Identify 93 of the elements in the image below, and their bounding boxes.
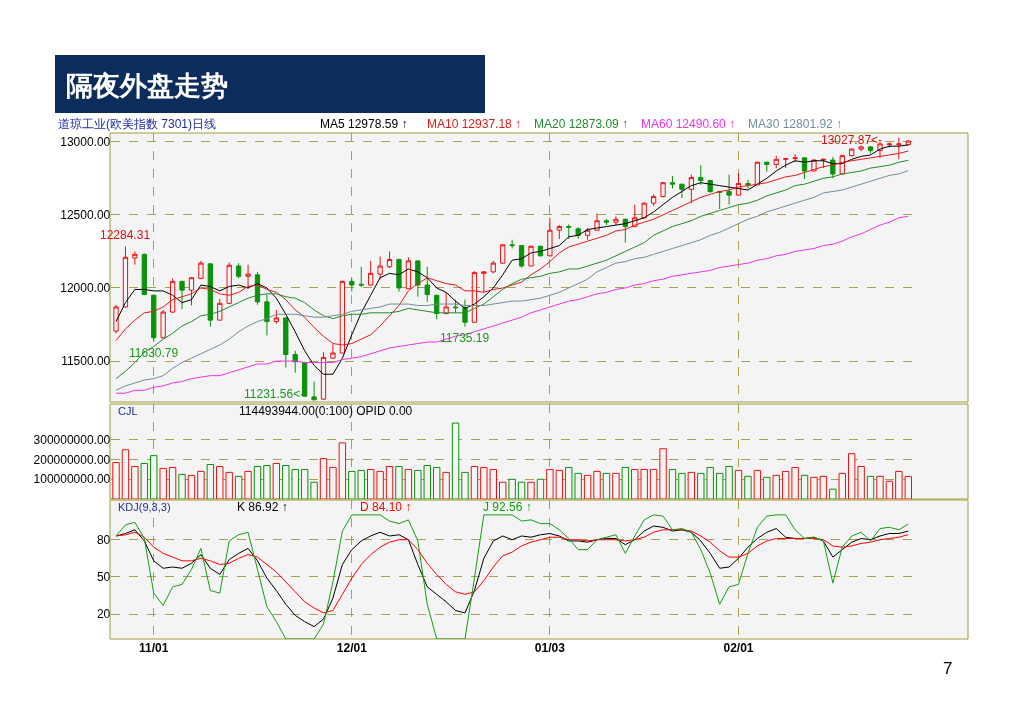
candlestick [217, 298, 223, 321]
candlestick [679, 183, 685, 199]
candlestick [122, 245, 129, 309]
text: 7 [943, 659, 953, 678]
candlestick [490, 260, 496, 274]
candlestick [726, 174, 732, 206]
y-tick-label: 12000.00 [60, 281, 111, 296]
y-tick-label: 13000.00 [60, 134, 111, 149]
candlestick [368, 260, 374, 287]
candlestick [858, 144, 864, 152]
candlestick [386, 250, 393, 269]
candlestick [160, 309, 166, 339]
candlestick [179, 280, 185, 310]
candlestick [113, 304, 119, 334]
candlestick [500, 243, 506, 265]
candlestick [481, 270, 487, 293]
candlestick [443, 291, 449, 315]
candlestick [547, 217, 553, 258]
line-series [115, 529, 909, 614]
text: MA10 12937.18 ↑ [427, 117, 522, 131]
x-tick-label: 02/01 [723, 641, 754, 655]
candlestick [141, 253, 147, 296]
annotation: 13027.87<- [821, 133, 883, 147]
candlestick [849, 147, 855, 157]
candlestick [886, 142, 893, 149]
chart-title: CJL [118, 405, 138, 417]
text: MA30 12801.92 ↑ [748, 117, 843, 131]
y-tick-label: 20 [96, 607, 111, 622]
candlestick [641, 201, 647, 220]
annotation: 11735.19 [440, 331, 490, 345]
candlestick [575, 226, 581, 240]
candlestick [792, 153, 798, 163]
line-series [115, 514, 909, 639]
candlestick [235, 262, 242, 279]
annotation: 11231.56<- [244, 387, 305, 401]
candlestick [226, 261, 232, 305]
x-tick-label: 11/01 [139, 641, 169, 655]
candlestick [613, 215, 619, 226]
candlestick [660, 181, 666, 198]
candlestick [528, 245, 534, 267]
candlestick [132, 250, 138, 266]
candlestick [396, 258, 402, 293]
x-tick-label: 01/03 [534, 641, 566, 655]
candlestick [783, 157, 789, 169]
text: MA60 12490.60 ↑ [641, 117, 736, 131]
candlestick [698, 164, 704, 186]
candlestick [867, 145, 874, 154]
candlestick [377, 256, 383, 280]
candlestick [669, 175, 676, 190]
text: K 86.92 ↑ [237, 500, 288, 514]
annotation: 114493944.00(0:100) OPID 0.00 [239, 404, 413, 418]
candlestick [462, 299, 468, 328]
y-tick-label: 50 [96, 570, 111, 585]
y-tick-label: 12500.00 [60, 208, 111, 223]
candlestick [603, 218, 610, 226]
candlestick [424, 266, 430, 303]
candlestick [405, 256, 412, 290]
chart-subtitle: 道琼工业(欧美指数 7301)日线 [58, 117, 217, 131]
candlestick [358, 266, 364, 288]
x-tick-label: 12/01 [336, 641, 368, 655]
candlestick [245, 264, 251, 290]
candlestick [773, 155, 779, 169]
candlestick [905, 139, 911, 146]
candlestick [198, 260, 204, 280]
candlestick [283, 316, 289, 369]
y-tick-label: 200000000.00 [33, 452, 111, 467]
candlestick [207, 262, 213, 328]
candlestick [273, 309, 279, 325]
chart-title: KDJ(9,3,3) [118, 501, 171, 513]
annotation: 12284.31 [100, 228, 151, 242]
candlestick [349, 277, 355, 293]
text: MA5 12978.59 ↑ [320, 117, 408, 131]
candlestick [452, 299, 459, 314]
candlestick [302, 361, 308, 398]
text: D 84.10 ↑ [360, 500, 412, 514]
y-tick-label: 100000000.00 [33, 472, 111, 487]
candlestick [509, 239, 515, 249]
y-tick-label: 11500.00 [61, 354, 111, 369]
y-tick-label: 80 [96, 532, 111, 547]
candlestick [556, 224, 562, 240]
chart-title: 隔夜外盘走势 [66, 71, 228, 101]
candlestick [745, 179, 751, 190]
candlestick [688, 174, 694, 204]
y-tick-label: 300000000.00 [33, 433, 111, 448]
candlestick [151, 294, 157, 343]
series-label: J 92.56 ↑ [483, 500, 532, 514]
candlestick [188, 276, 195, 307]
candlestick [650, 193, 657, 207]
candlestick [764, 161, 770, 173]
candlestick [311, 381, 317, 401]
candlestick [566, 223, 572, 240]
text: MA20 12873.09 ↑ [534, 117, 629, 131]
candlestick [264, 294, 270, 336]
